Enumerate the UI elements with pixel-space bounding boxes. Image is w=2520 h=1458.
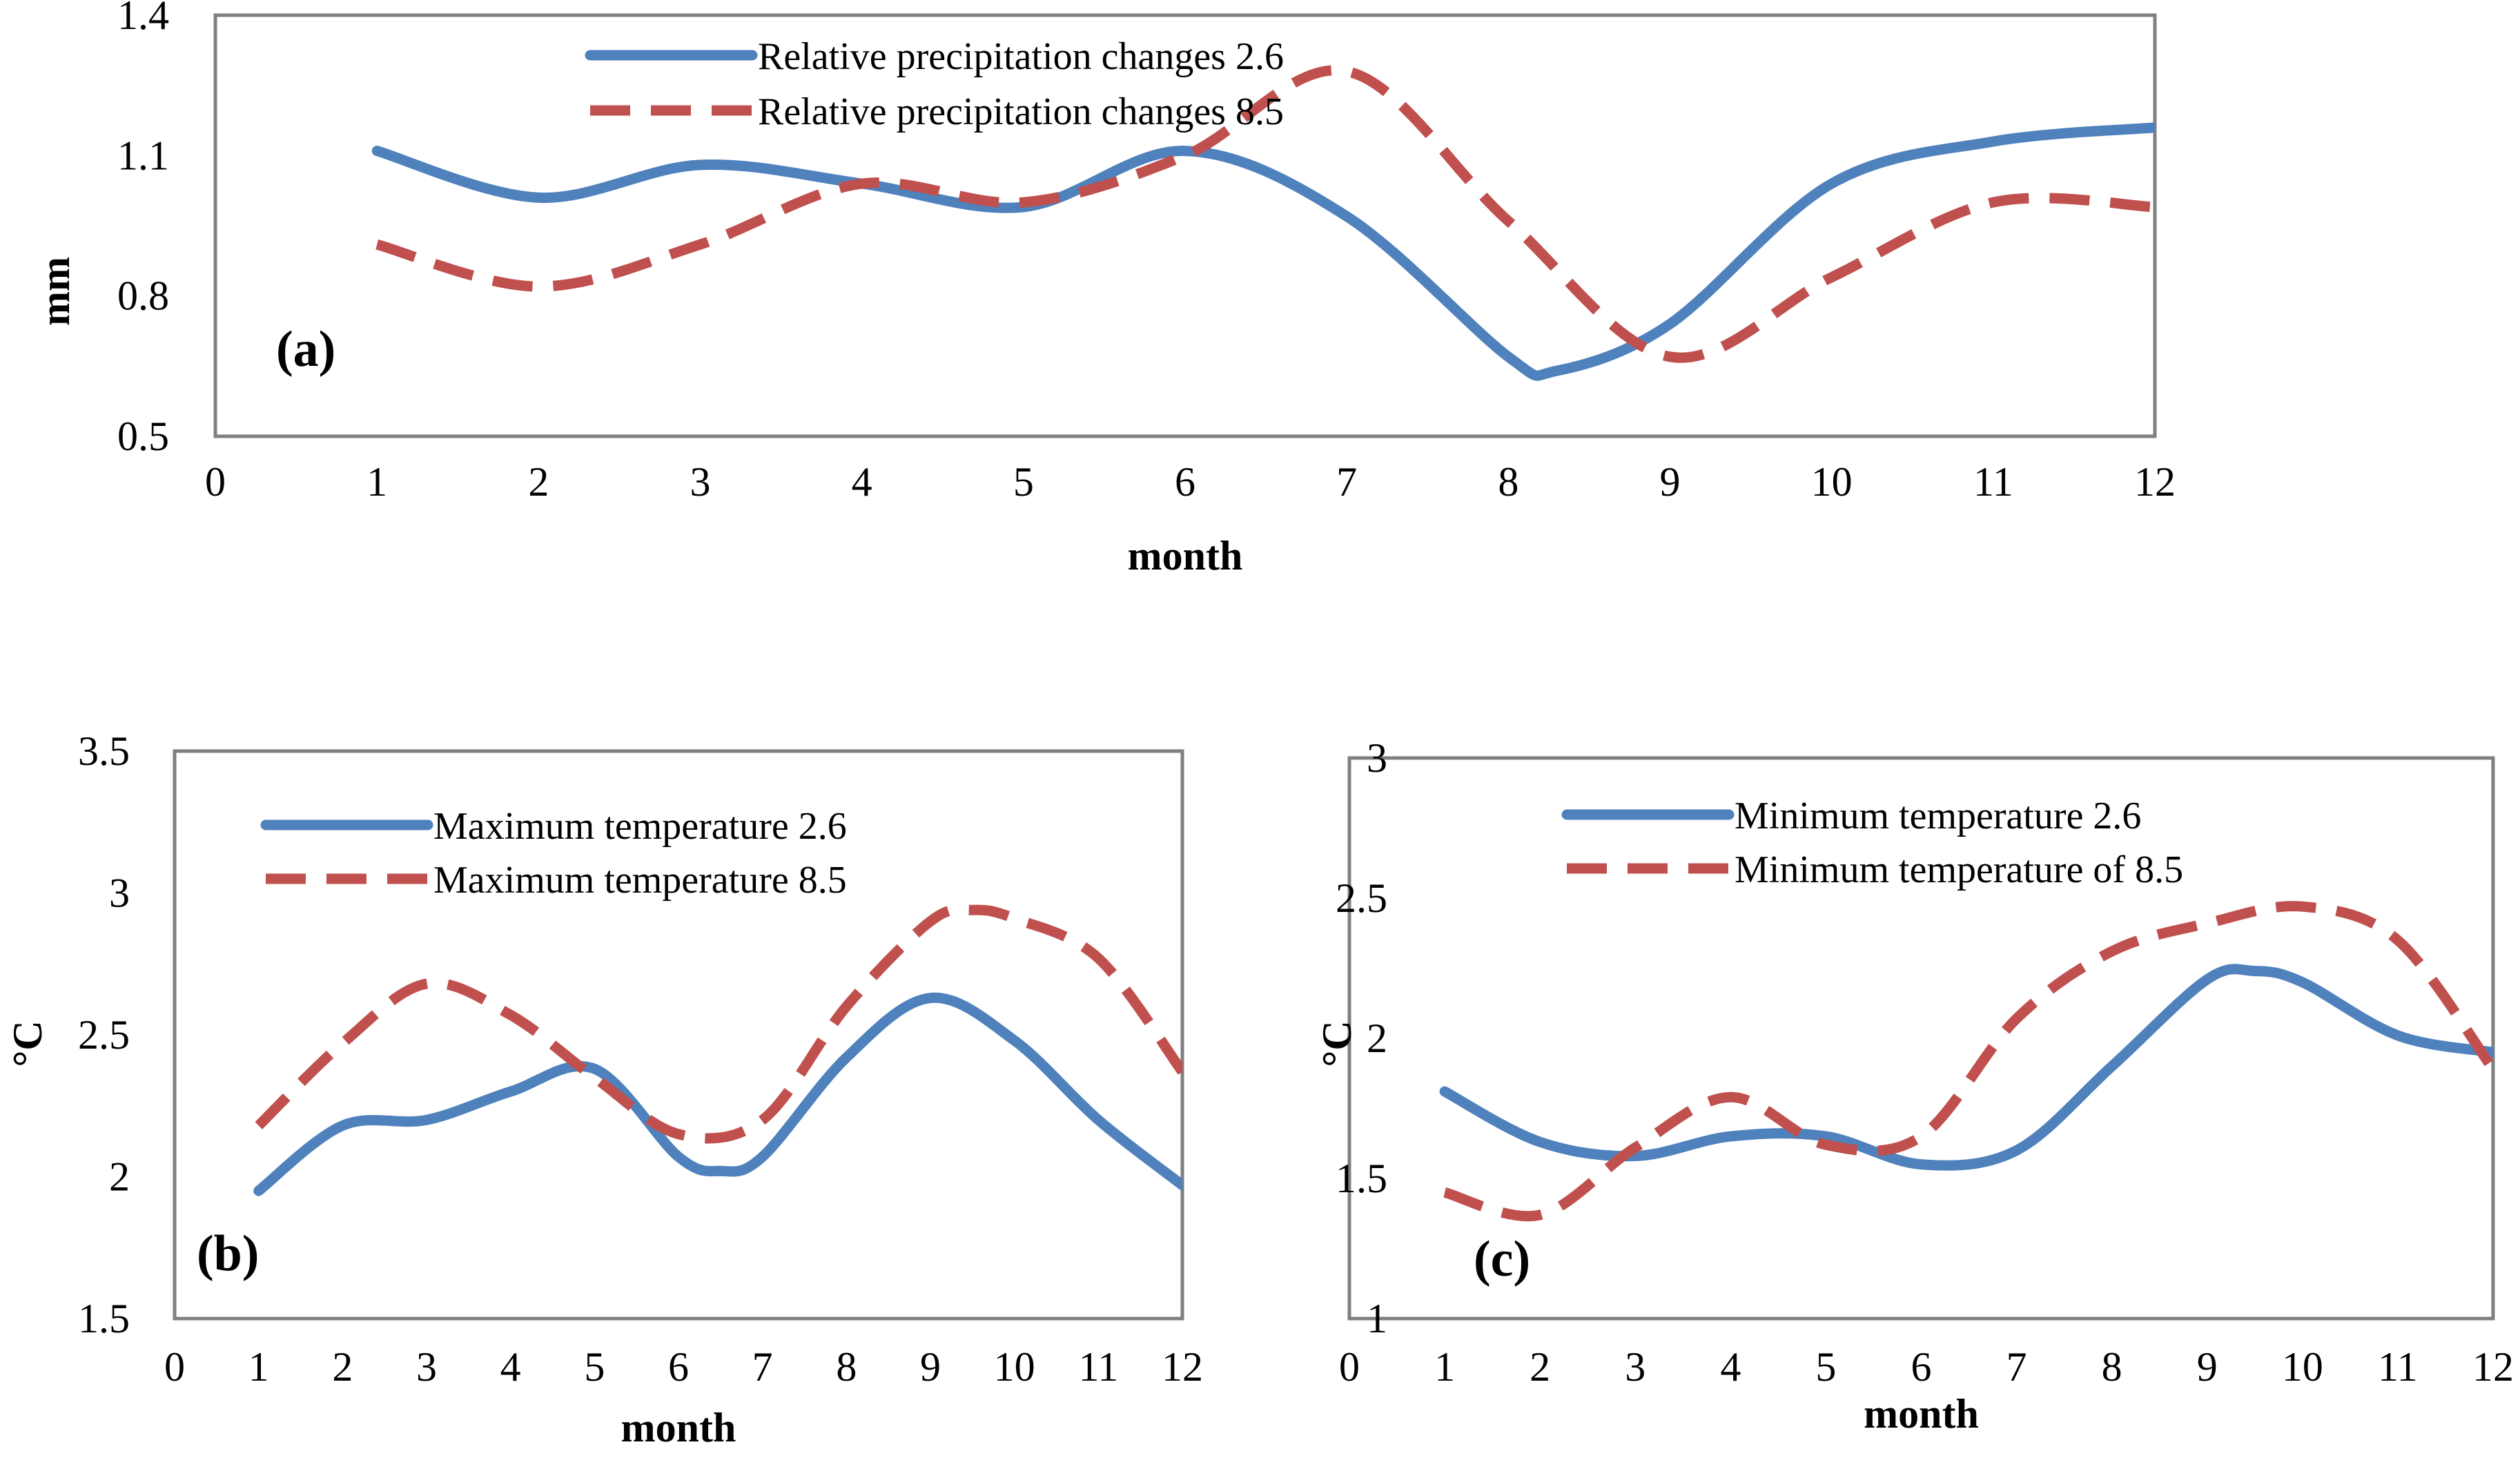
x-tick-label-a: 6 xyxy=(1175,459,1195,505)
y-tick-label-b: 2 xyxy=(109,1154,130,1200)
plot-area-a xyxy=(215,15,2155,436)
x-tick-label-a: 9 xyxy=(1660,459,1681,505)
x-tick-label-c: 0 xyxy=(1339,1344,1360,1390)
x-tick-label-c: 8 xyxy=(2102,1344,2122,1390)
y-tick-label-a: 0.8 xyxy=(117,273,169,319)
y-tick-label-a: 1.1 xyxy=(117,133,169,178)
chart-panel-a: 0.50.81.11.40 1 2 3 4 5 6 7 8 9 10 11 12monthmmRelat… xyxy=(32,0,2176,579)
x-tick-label-c: 2 xyxy=(1530,1344,1550,1390)
y-tick-label-b: 1.5 xyxy=(78,1296,130,1341)
legend-label-a-1: Relative precipitation changes 2.6 xyxy=(758,35,1284,78)
y-tick-label-b: 2.5 xyxy=(78,1012,130,1058)
x-tick-label-b: 12 xyxy=(1162,1344,1203,1390)
x-tick-label-c: 11 xyxy=(2378,1344,2418,1390)
chart-panel-b: 1.522.533.50 1 2 3 4 5 6 7 8 9 10 11 12month°CMaximu… xyxy=(5,728,1203,1450)
y-tick-label-a: 0.5 xyxy=(117,414,169,459)
x-tick-label-c: 7 xyxy=(2006,1344,2027,1390)
x-tick-label-c: 5 xyxy=(1815,1344,1836,1390)
legend-label-a-2: Relative precipitation changes 8.5 xyxy=(758,90,1284,133)
chart-panel-c: 11.522.530 1 2 3 4 5 6 7 8 9 10 11 12month°CMinimum … xyxy=(1314,735,2514,1437)
x-tick-label-a: 0 xyxy=(205,459,226,505)
series-line-c-1 xyxy=(1445,969,2493,1166)
y-axis-title-b: °C xyxy=(5,1020,50,1067)
series-line-b-1 xyxy=(259,998,1182,1191)
panel-label-a: (a) xyxy=(276,321,335,378)
panel-label-c: (c) xyxy=(1474,1231,1530,1287)
x-tick-label-b: 5 xyxy=(584,1344,605,1390)
x-tick-label-b: 2 xyxy=(332,1344,353,1390)
legend-label-b-2: Maximum temperature 8.5 xyxy=(433,859,847,902)
y-axis-title-c: °C xyxy=(1314,1020,1360,1067)
y-tick-label-c: 1 xyxy=(1367,1296,1387,1341)
x-tick-label-b: 1 xyxy=(248,1344,269,1390)
x-tick-label-b: 9 xyxy=(920,1344,941,1390)
x-tick-label-b: 11 xyxy=(1078,1344,1118,1390)
x-axis-title-c: month xyxy=(1864,1391,1979,1437)
y-axis-title-a: mm xyxy=(32,257,78,326)
x-tick-label-a: 2 xyxy=(528,459,549,505)
x-tick-label-b: 7 xyxy=(752,1344,773,1390)
series-line-b-2 xyxy=(259,910,1182,1138)
legend-label-b-1: Maximum temperature 2.6 xyxy=(433,805,847,848)
panel-label-b: (b) xyxy=(197,1225,259,1282)
series-line-c-2 xyxy=(1445,906,2493,1216)
y-tick-label-c: 2 xyxy=(1367,1015,1387,1061)
x-tick-label-c: 4 xyxy=(1720,1344,1741,1390)
x-tick-label-a: 10 xyxy=(1811,459,1853,505)
x-tick-label-c: 9 xyxy=(2197,1344,2218,1390)
x-tick-label-a: 4 xyxy=(852,459,872,505)
x-tick-label-c: 1 xyxy=(1434,1344,1455,1390)
x-tick-label-c: 12 xyxy=(2472,1344,2514,1390)
x-tick-label-c: 10 xyxy=(2282,1344,2323,1390)
x-tick-label-c: 3 xyxy=(1625,1344,1645,1390)
y-tick-label-b: 3.5 xyxy=(78,728,130,774)
x-tick-label-a: 12 xyxy=(2134,459,2176,505)
legend-label-c-1: Minimum temperature 2.6 xyxy=(1735,795,2141,837)
x-axis-title-b: month xyxy=(621,1405,736,1450)
y-tick-label-b: 3 xyxy=(109,871,130,916)
x-tick-label-a: 11 xyxy=(1973,459,2013,505)
x-tick-label-b: 0 xyxy=(164,1344,185,1390)
y-tick-label-c: 1.5 xyxy=(1336,1156,1387,1201)
x-tick-label-b: 6 xyxy=(668,1344,689,1390)
x-tick-label-b: 8 xyxy=(836,1344,857,1390)
y-tick-label-a: 1.4 xyxy=(117,0,169,38)
x-tick-label-a: 1 xyxy=(367,459,387,505)
x-tick-label-c: 6 xyxy=(1911,1344,1932,1390)
x-tick-label-a: 7 xyxy=(1336,459,1357,505)
y-tick-label-c: 3 xyxy=(1367,735,1387,781)
x-tick-label-b: 4 xyxy=(500,1344,521,1390)
y-tick-label-c: 2.5 xyxy=(1336,875,1387,921)
figure: 0.50.81.11.40 1 2 3 4 5 6 7 8 9 10 11 12monthmmRelat… xyxy=(0,0,2520,1458)
x-tick-label-b: 10 xyxy=(994,1344,1035,1390)
legend-label-c-2: Minimum temperature of 8.5 xyxy=(1735,848,2183,891)
x-tick-label-a: 5 xyxy=(1013,459,1034,505)
x-tick-label-b: 3 xyxy=(416,1344,437,1390)
x-axis-title-a: month xyxy=(1128,533,1243,579)
x-tick-label-a: 8 xyxy=(1498,459,1518,505)
x-tick-label-a: 3 xyxy=(690,459,711,505)
